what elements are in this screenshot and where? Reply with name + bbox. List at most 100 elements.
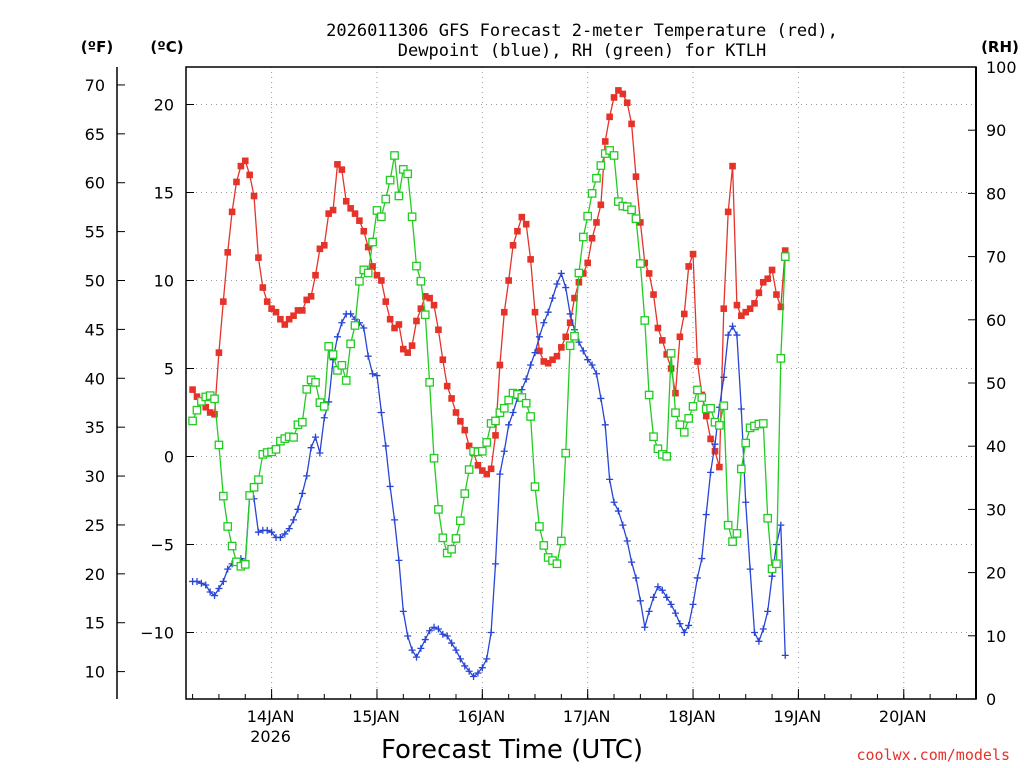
dewpoint-point (579, 347, 587, 355)
dewpoint-point (720, 373, 728, 381)
rh-point (679, 427, 689, 437)
rh-point (240, 560, 250, 569)
dewpoint-point (395, 556, 403, 564)
temperature-point (228, 208, 236, 216)
dewpoint-point (443, 632, 451, 640)
temperature-point (303, 296, 311, 304)
temperature-point (505, 277, 512, 284)
dewpoint-point (518, 386, 526, 394)
rh-point (381, 194, 391, 204)
temperature-point (558, 344, 565, 351)
rh-point (592, 173, 601, 183)
rh-point (416, 276, 426, 286)
dewpoint-point (303, 472, 311, 480)
x-tick-label: 14JAN (247, 707, 295, 726)
rh-point (499, 403, 509, 413)
rh-tick-label: 20 (986, 564, 1006, 583)
temperature-point (549, 356, 556, 363)
f-tick-label: 30 (85, 467, 105, 486)
x-tick-label: 19JAN (774, 707, 822, 726)
temperature-point (443, 382, 451, 390)
temperature-point (623, 99, 631, 107)
dewpoint-point (430, 623, 438, 631)
dewpoint-point (382, 442, 390, 450)
temperature-point (351, 210, 359, 217)
rh-point (425, 378, 434, 387)
temperature-point (307, 293, 315, 300)
temperature-point (764, 275, 771, 283)
credit-text: coolwx.com/models (856, 746, 1010, 764)
dewpoint-point (426, 627, 434, 635)
dewpoint-point (417, 644, 425, 652)
dewpoint-point (689, 600, 697, 608)
dewpoint-point (276, 533, 284, 541)
c-tick-label: −5 (150, 536, 174, 555)
temperature-point (553, 352, 561, 360)
rh-point (218, 491, 228, 501)
rh-tick-label: 50 (986, 374, 1006, 393)
rh-point (477, 446, 487, 456)
x-tick-sublabel: 2026 (250, 727, 291, 746)
rh-point (482, 438, 492, 447)
dewpoint-point (474, 669, 482, 677)
dewpoint-point (702, 511, 710, 519)
dewpoint-point (412, 653, 420, 661)
rh-point (311, 378, 320, 387)
temperature-point (641, 259, 649, 267)
temperature-point (316, 245, 324, 253)
temperature-point (290, 312, 297, 319)
rh-point (394, 191, 404, 201)
temperature-point (632, 173, 640, 180)
dewpoint-point (333, 333, 341, 341)
dewpoint-point (531, 349, 539, 357)
temperature-point (452, 409, 460, 416)
temperature-point (536, 347, 543, 355)
temperature-point (720, 305, 728, 312)
rh-point (583, 211, 593, 221)
temperature-point (479, 467, 486, 474)
dewpoint-point (391, 516, 399, 524)
dewpoint-point (338, 319, 346, 327)
dewpoint-point (478, 664, 486, 672)
temperature-point (294, 307, 302, 314)
dewpoint-point (676, 620, 684, 628)
rh-point (653, 444, 663, 454)
temperature-point (593, 219, 600, 226)
rh-point (355, 276, 364, 286)
temperature-point (461, 426, 469, 434)
temperature-point (509, 242, 517, 249)
temperature-point (338, 166, 346, 173)
rh-point (631, 214, 641, 224)
rh-point (341, 376, 351, 385)
rh-point (535, 522, 544, 531)
rh-point (377, 212, 386, 222)
temperature-point (768, 266, 776, 274)
rh-point (407, 212, 417, 222)
dewpoint-point (764, 607, 772, 615)
rh-point (254, 475, 263, 485)
c-tick-label: 10 (154, 272, 174, 291)
rh-point (605, 146, 614, 155)
rh-point (337, 360, 347, 370)
dewpoint-point (461, 662, 469, 670)
rh-point (587, 189, 597, 198)
rh-point (438, 533, 448, 543)
f-tick-label: 20 (85, 565, 105, 584)
dewpoint-point (404, 632, 412, 640)
temperature-point (637, 219, 644, 226)
rh-point (333, 366, 342, 375)
temperature-point (312, 271, 319, 279)
rh-point (570, 331, 579, 341)
dewpoint-point (421, 636, 429, 644)
temperature-point (571, 294, 578, 302)
temperature-point (246, 171, 253, 179)
rh-tick-label: 80 (986, 184, 1006, 203)
temperature-point (584, 259, 591, 267)
dewpoint-point (733, 331, 741, 339)
temperature-point (329, 206, 337, 214)
dewpoint-point (632, 574, 640, 582)
rh-point (772, 559, 781, 569)
series-line (192, 271, 786, 678)
dewpoint-point (654, 583, 662, 591)
rh-point (363, 268, 373, 278)
